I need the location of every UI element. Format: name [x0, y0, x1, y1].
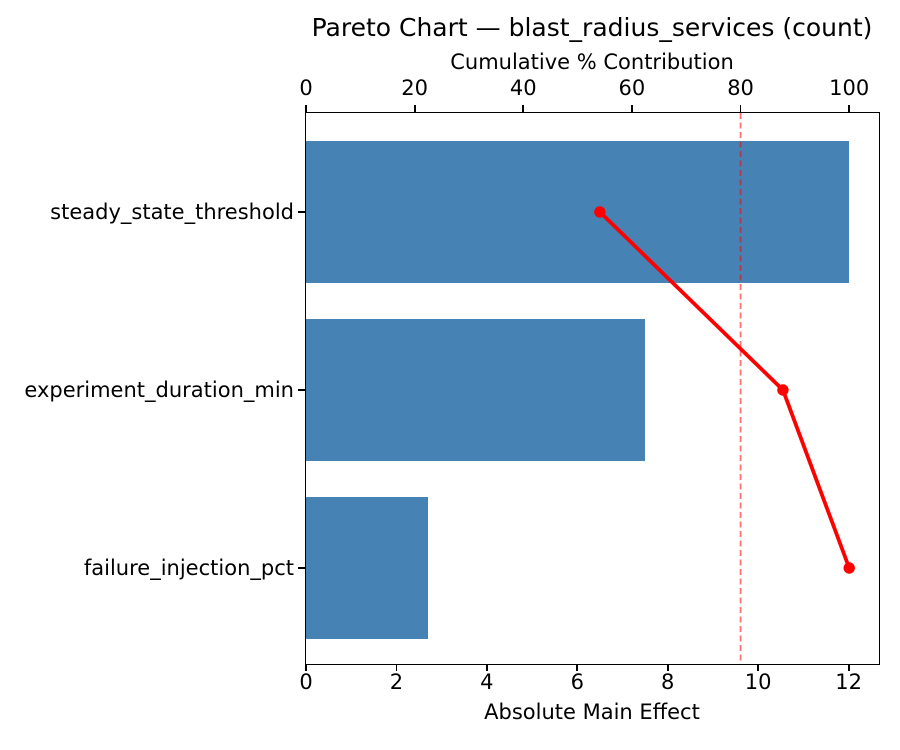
- x-tick-label: 4: [480, 670, 494, 694]
- x-tick-label: 8: [661, 670, 675, 694]
- bottom-axis-title: Absolute Main Effect: [484, 700, 700, 724]
- x-tick-label: 2: [389, 670, 404, 694]
- top-tick-label: 100: [829, 76, 870, 100]
- y-tick: [298, 567, 305, 569]
- top-tick: [631, 105, 633, 112]
- category-label: steady_state_threshold: [50, 200, 294, 224]
- x-tick-label: 12: [835, 670, 862, 694]
- top-tick-label: 40: [509, 76, 537, 100]
- top-tick: [848, 105, 851, 112]
- top-tick: [305, 105, 307, 112]
- x-tick-label: 10: [744, 670, 772, 694]
- x-tick: [305, 664, 307, 671]
- top-axis-title: Cumulative % Contribution: [450, 50, 734, 74]
- top-tick-label: 20: [401, 76, 429, 100]
- x-tick-label: 0: [299, 670, 313, 694]
- x-tick: [666, 664, 669, 671]
- x-tick: [576, 664, 579, 671]
- bar: [306, 497, 429, 639]
- top-tick-label: 60: [618, 76, 646, 100]
- x-tick: [485, 664, 488, 671]
- category-label: failure_injection_pct: [83, 556, 294, 580]
- top-tick-label: 0: [299, 76, 313, 100]
- x-tick: [757, 664, 760, 671]
- category-label: experiment_duration_min: [24, 378, 294, 402]
- chart-title: Pareto Chart — blast_radius_services (co…: [311, 13, 873, 42]
- y-tick: [298, 389, 305, 391]
- x-tick-label: 6: [570, 670, 584, 694]
- top-tick-label: 80: [727, 76, 754, 100]
- top-tick: [522, 105, 525, 112]
- top-tick: [739, 105, 742, 112]
- bar: [306, 319, 646, 461]
- y-tick: [298, 211, 305, 213]
- top-tick: [413, 105, 416, 112]
- x-tick: [847, 664, 850, 671]
- x-tick: [395, 664, 398, 671]
